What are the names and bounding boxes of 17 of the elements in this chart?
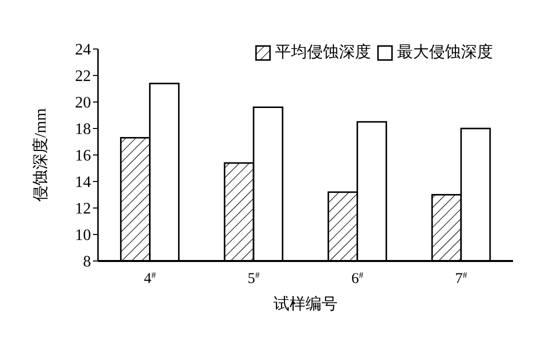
y-tick-label: 18 [75,121,91,138]
legend-label: 最大侵蚀深度 [397,42,493,63]
y-axis-title: 侵蚀深度/mm [32,108,50,202]
y-tick-label: 16 [75,148,91,165]
x-tick-label: 4$^{#}$ [144,270,156,287]
x-tick-label: 5$^{#}$ [248,270,260,287]
x-tick-label: 6$^{#}$ [351,270,364,287]
y-tick-label: 24 [75,42,91,59]
y-tick-label: 8 [83,254,91,271]
y-tick-label: 12 [75,200,91,218]
legend-label: 平均侵蚀深度 [275,42,371,63]
y-tick-label: 22 [75,68,91,86]
y-tick-label: 10 [75,227,91,244]
y-tick-label: 20 [75,94,91,112]
x-tick-label: 7$^{#}$ [455,270,468,287]
y-tick-label: 14 [75,174,91,192]
x-axis-title: 试样编号 [274,295,338,313]
